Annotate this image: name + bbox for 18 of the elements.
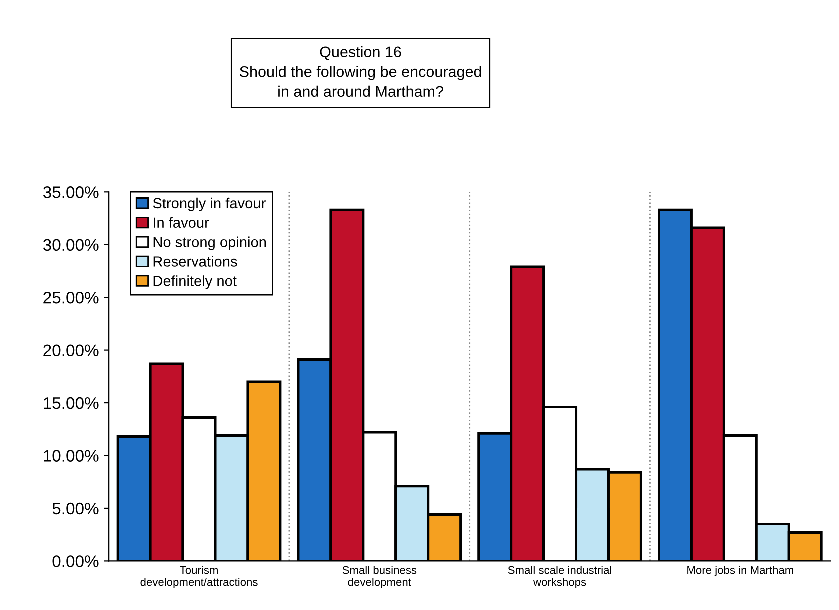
y-tick-label: 20.00%	[44, 344, 99, 357]
legend-label: In favour	[154, 217, 210, 228]
y-tick-label: 10.00%	[44, 450, 99, 462]
y-tick-label: 5.00%	[52, 502, 99, 515]
x-tick-label: Small scale industrial workshops	[508, 566, 612, 588]
y-tick-label: 30.00%	[43, 239, 99, 252]
legend-label: Reservations	[154, 256, 238, 267]
y-tick-label: 0.00%	[52, 556, 99, 568]
legend-label: Definitely not	[154, 276, 237, 290]
x-tick-label: Tourism development/attractions	[140, 566, 258, 588]
y-tick-label: 35.00%	[43, 186, 99, 198]
legend-label: No strong opinion	[154, 236, 266, 250]
chart-title: Question 16 Should the following be encouraged in and around Martham?	[240, 46, 482, 98]
x-tick-label: More jobs in Martham	[688, 566, 794, 576]
legend-label: Strongly in favour	[153, 198, 266, 212]
y-tick-label: 15.00%	[44, 397, 99, 410]
x-tick-label: Small business development	[342, 566, 417, 588]
y-tick-label: 25.00%	[44, 292, 99, 304]
